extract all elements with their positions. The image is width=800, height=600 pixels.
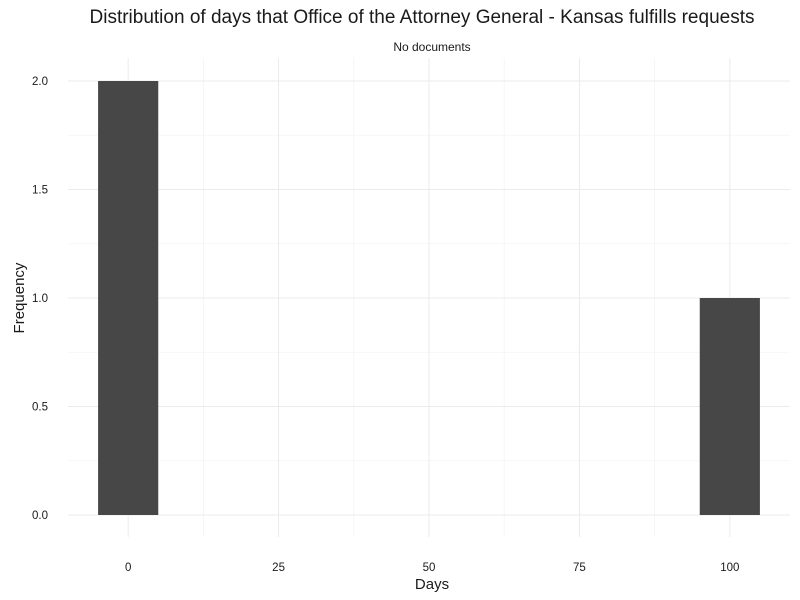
chart-title: Distribution of days that Office of the … (90, 7, 755, 28)
y-axis-ticks: 0.0 0.5 1.0 1.5 2.0 (32, 76, 48, 522)
x-tick-label: 50 (423, 562, 436, 574)
x-tick-label: 75 (573, 562, 586, 574)
y-tick-label: 0.5 (32, 402, 48, 414)
chart-subtitle: No documents (393, 40, 470, 54)
x-axis-label: Days (415, 576, 449, 593)
histogram-bar-1 (699, 298, 760, 515)
y-tick-label: 1.5 (32, 185, 48, 197)
y-tick-label: 1.0 (32, 293, 48, 305)
histogram-bar-0 (98, 81, 159, 515)
y-axis-label: Frequency (11, 262, 28, 333)
x-axis-ticks: 0 25 50 75 100 (125, 562, 739, 574)
y-tick-label: 2.0 (32, 76, 48, 88)
bars-group (98, 81, 760, 515)
x-tick-label: 25 (272, 562, 285, 574)
x-tick-label: 0 (125, 562, 131, 574)
x-tick-label: 100 (720, 562, 739, 574)
y-tick-label: 0.0 (32, 510, 48, 522)
grid-lines (68, 58, 790, 537)
